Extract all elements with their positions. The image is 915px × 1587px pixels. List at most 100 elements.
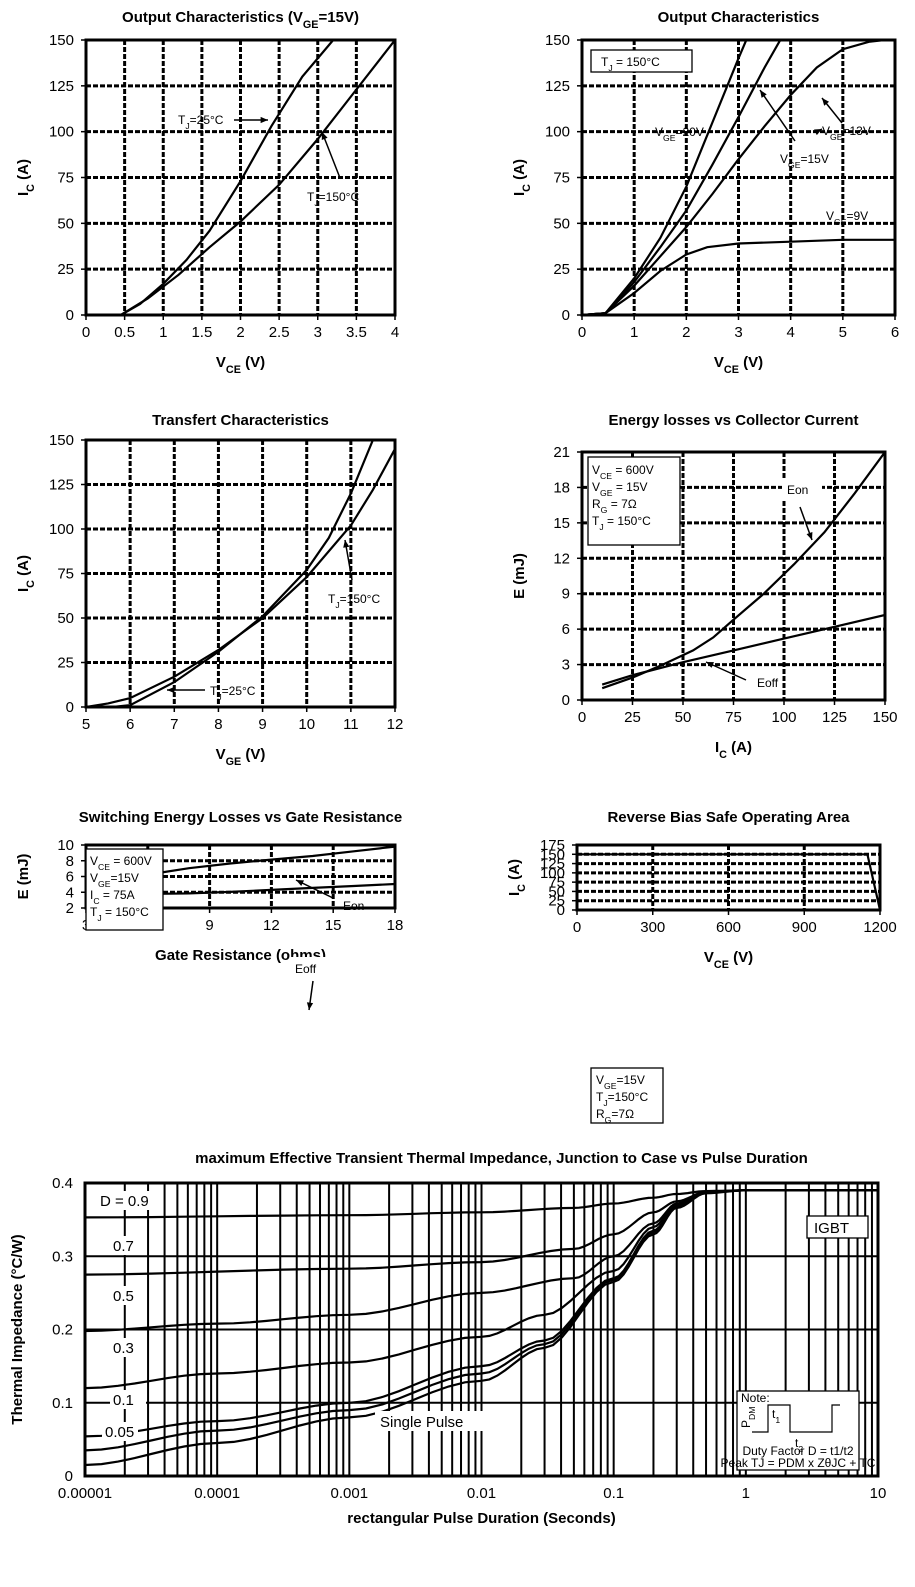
y-tick-label: 3: [562, 657, 570, 674]
y-tick-label: 0: [562, 307, 570, 324]
annotation-tj25: TJ=25°C: [178, 113, 224, 131]
y-tick-label: 150: [545, 32, 570, 49]
arrow-head: [706, 662, 714, 668]
x-tick-label: 3.5: [346, 324, 367, 341]
annotation-tj25: TJ=25°C: [210, 684, 256, 702]
y-tick-label: 0.4: [52, 1175, 73, 1192]
y-tick-label: 125: [49, 477, 74, 494]
x-tick-label: 3: [314, 324, 322, 341]
x-axis-label: VGE (V): [216, 746, 266, 768]
y-tick-label: 8: [66, 853, 74, 870]
chart-5: Switching Energy Losses vs Gate Resistan…: [15, 809, 404, 1011]
y-tick-label: 175: [540, 837, 565, 854]
series-line-eoff: [158, 882, 395, 895]
condition-line: VGE = 15V: [592, 480, 648, 498]
x-tick-label: 125: [822, 709, 847, 726]
x-tick-label: 50: [675, 709, 692, 726]
y-tick-label: 125: [540, 856, 565, 873]
y-tick-label: 100: [49, 124, 74, 141]
y-tick-label: 0: [66, 307, 74, 324]
x-tick-label: 1.5: [191, 324, 212, 341]
condition-line: VGE=15V: [90, 871, 139, 889]
annotation-vge13: VGE=13V: [822, 124, 871, 142]
y-tick-label: 0.1: [52, 1395, 73, 1412]
annotation-arrow: [321, 131, 341, 179]
y-tick-label: 25: [553, 261, 570, 278]
y-tick-label: 75: [553, 170, 570, 187]
annotation-vge9: VGE=9V: [826, 209, 868, 227]
arrow-head: [814, 129, 822, 136]
note-t1: t1: [772, 1407, 780, 1425]
y-tick-label: 0.3: [52, 1248, 73, 1265]
y-tick-label: 50: [57, 215, 74, 232]
x-tick-label: 2: [236, 324, 244, 341]
arrow-head: [343, 540, 350, 548]
note-pdm: PDM: [739, 1407, 757, 1428]
condition-line: TJ=150°C: [596, 1090, 648, 1108]
y-tick-label: 0: [66, 699, 74, 716]
arrow-head: [167, 686, 175, 694]
x-tick-label: 1: [742, 1485, 750, 1502]
annotation-vge15: VGE=15V: [780, 152, 829, 170]
y-tick-label: 150: [49, 32, 74, 49]
y-tick-label: 0: [65, 1468, 73, 1485]
chart-1: Output Characteristics (VGE=15V) 0 0.5 1 1.5…: [15, 9, 399, 376]
annotation-tj150: TJ=150°C: [328, 592, 380, 610]
x-tick-label: 0.00001: [58, 1485, 112, 1502]
chart-7: maximum Effective Transient Thermal Impe…: [9, 1150, 886, 1527]
series-label: D = 0.9: [100, 1193, 149, 1210]
series-label: 0.3: [113, 1340, 134, 1357]
arrow-head: [296, 880, 304, 887]
annotation-vge20: VGE=20V: [655, 125, 704, 143]
y-tick-label: 125: [545, 78, 570, 95]
annotation-eon: Eon: [787, 483, 808, 497]
x-tick-label: 0.5: [114, 324, 135, 341]
x-tick-label: 9: [205, 917, 213, 934]
y-tick-label: 15: [553, 515, 570, 532]
x-axis-label: rectangular Pulse Duration (Seconds): [347, 1510, 615, 1527]
x-tick-label: 0.01: [467, 1485, 496, 1502]
y-tick-label: 21: [553, 444, 570, 461]
x-tick-label: 5: [839, 324, 847, 341]
x-tick-label: 75: [725, 709, 742, 726]
arrow-head: [306, 1002, 314, 1010]
x-tick-label: 5: [82, 716, 90, 733]
x-tick-label: 1: [159, 324, 167, 341]
x-tick-label: 7: [170, 716, 178, 733]
series-line-tj-150-c: [120, 40, 395, 315]
chart-2: Output Characteristics 0 1 2 3 4 5 6 0 25 50 75 100 1…: [511, 9, 899, 376]
condition-line: TJ = 150°C: [592, 514, 651, 532]
x-tick-label: 0: [578, 709, 586, 726]
y-tick-label: 2: [66, 900, 74, 917]
y-tick-label: 0: [557, 902, 565, 919]
chart-title: Transfert Characteristics: [152, 412, 329, 429]
y-tick-label: 0: [562, 692, 570, 709]
x-tick-label: 0.001: [331, 1485, 369, 1502]
y-tick-label: 150: [49, 432, 74, 449]
chart-title: Energy losses vs Collector Current: [608, 412, 858, 429]
y-tick-label: 4: [66, 884, 74, 901]
annotation-eoff: Eoff: [757, 676, 779, 690]
series-label: 0.7: [113, 1238, 134, 1255]
x-tick-label: 18: [387, 917, 404, 934]
note-t2: t2: [795, 1436, 803, 1454]
legend-text: IGBT: [814, 1220, 849, 1237]
arrow-head: [260, 116, 268, 124]
x-tick-label: 900: [792, 919, 817, 936]
annotation-tj150: TJ=150°C: [307, 190, 359, 208]
arrow-head: [760, 90, 767, 98]
series-label: Single Pulse: [380, 1414, 463, 1431]
conditions-box: [85, 848, 164, 931]
x-tick-label: 1: [630, 324, 638, 341]
x-axis-label: VCE (V): [216, 354, 265, 376]
y-tick-label: 25: [57, 655, 74, 672]
x-axis-label: Gate Resistance (ohms): [155, 947, 326, 964]
y-tick-label: 18: [553, 479, 570, 496]
x-tick-label: 25: [624, 709, 641, 726]
x-tick-label: 3: [734, 324, 742, 341]
y-tick-label: 50: [548, 883, 565, 900]
x-tick-label: 15: [325, 917, 342, 934]
x-tick-label: 6: [891, 324, 899, 341]
series-label-bg: [110, 1338, 146, 1357]
y-axis-label: E (mJ): [15, 854, 32, 900]
